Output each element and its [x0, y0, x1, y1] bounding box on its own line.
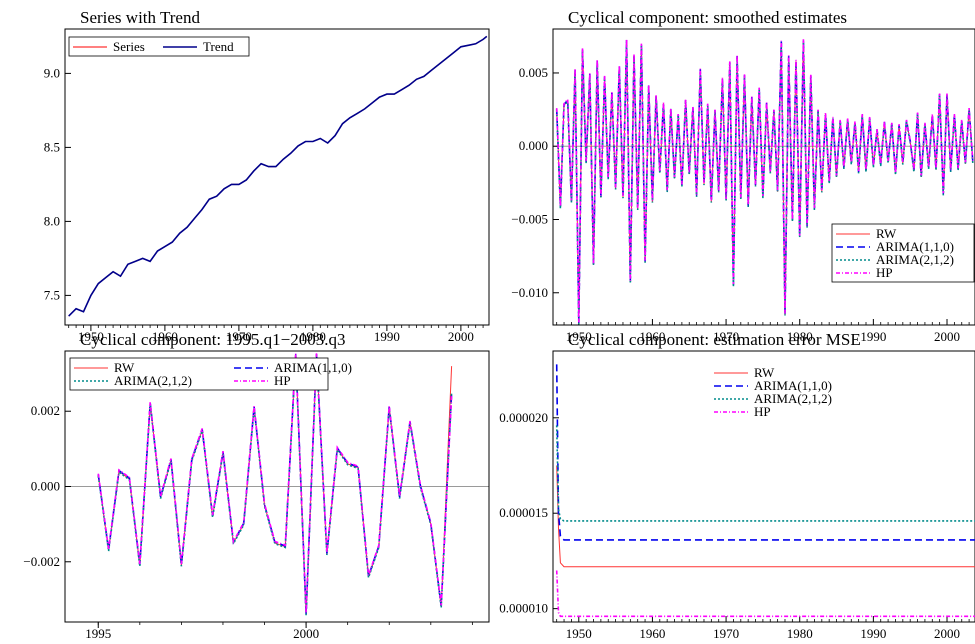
y-tick-label: −0.010 [511, 285, 548, 300]
x-tick-label: 1980 [300, 329, 326, 344]
series-group [97, 353, 453, 616]
plot-frame [552, 350, 975, 623]
series-line-trend [68, 35, 488, 317]
legend-label: HP [876, 265, 893, 280]
legend-label: ARIMA(1,1,0) [274, 360, 352, 375]
plot-area: 1950 1960 1970 1980 1990 2000 7.5 8.0 8.5 9.0 Seri… [44, 28, 490, 344]
panel-estimation-error-mse: Cyclical component: estimation error MSE… [499, 330, 975, 641]
y-tick-label: 0.000020 [499, 410, 548, 425]
x-tick-label: 1950 [566, 626, 592, 641]
x-tick-label: 1995 [85, 626, 111, 641]
series-line-series [68, 36, 488, 317]
x-tick-label: 1950 [78, 329, 104, 344]
legend-label: Trend [203, 39, 234, 54]
plot-frame [64, 28, 490, 326]
y-tick-label: 7.5 [44, 287, 60, 302]
legend-label: ARIMA(2,1,2) [114, 373, 192, 388]
x-tick-label: 1990 [860, 626, 886, 641]
legend-label: RW [114, 360, 135, 375]
x-tick-label: 1960 [152, 329, 178, 344]
panel-smoothed-estimates: Cyclical component: smoothed estimates 1… [511, 8, 975, 344]
x-tick-label: 2000 [934, 329, 960, 344]
panel-series-with-trend: Series with Trend 1950 1960 1970 1980 1990 20… [44, 8, 490, 344]
series-line-arima-1-1-0 [555, 364, 975, 541]
legend-label: ARIMA(1,1,0) [876, 239, 954, 254]
y-tick-label: 0.000 [519, 138, 548, 153]
legend-label: RW [876, 226, 897, 241]
series-line-rw [556, 465, 975, 568]
x-tick-label: 1960 [639, 626, 665, 641]
panel-cyclical-1995-2003: Cyclical component: 1995.q1−2003.q3 1995… [23, 330, 490, 641]
legend-box [69, 357, 329, 391]
legend-label: HP [274, 373, 291, 388]
x-tick-label: 1950 [566, 329, 592, 344]
panel-title: Cyclical component: estimation error MSE [568, 330, 861, 349]
legend: Series Trend [68, 36, 250, 57]
plot-area: 1950 1960 1970 1980 1990 2000 −0.010 −0.005 0.00… [511, 28, 975, 344]
x-tick-label: 1980 [787, 329, 813, 344]
x-tick-label: 1970 [713, 329, 739, 344]
x-tick-label: 1960 [639, 329, 665, 344]
series-group [555, 39, 974, 325]
x-tick-label: 1980 [787, 626, 813, 641]
legend-label: ARIMA(2,1,2) [876, 252, 954, 267]
plot-area: 1950 1960 1970 1980 1990 2000 0.000010 0.000015… [499, 350, 975, 641]
series-line-hp [555, 570, 975, 618]
y-tick-label: 8.0 [44, 213, 60, 228]
x-tick-label: 2000 [448, 329, 474, 344]
y-tick-label: 9.0 [44, 65, 60, 80]
x-tick-label: 1970 [713, 626, 739, 641]
legend-label: Series [113, 39, 145, 54]
x-tick-label: 2000 [934, 626, 960, 641]
y-tick-label: −0.005 [511, 211, 548, 226]
panel-title: Cyclical component: 1995.q1−2003.q3 [80, 330, 346, 349]
legend-label: HP [754, 404, 771, 419]
y-tick-label: 0.000015 [499, 505, 548, 520]
x-tick-label: 1990 [860, 329, 886, 344]
panel-title: Cyclical component: smoothed estimates [568, 8, 847, 27]
series-line-hp [555, 39, 974, 323]
series-group [68, 35, 488, 317]
series-line-hp [97, 353, 453, 614]
y-tick-label: 0.000 [31, 479, 60, 494]
y-tick-label: 8.5 [44, 139, 60, 154]
panel-title: Series with Trend [80, 8, 200, 27]
legend-label: ARIMA(1,1,0) [754, 378, 832, 393]
legend: RW ARIMA(1,1,0) ARIMA(2,1,2) HP [69, 357, 352, 391]
y-tick-label: −0.002 [23, 554, 60, 569]
x-tick-label: 1990 [374, 329, 400, 344]
legend-label: ARIMA(2,1,2) [754, 391, 832, 406]
plot-area: 1995 2000 −0.002 0.000 0.002 RW ARIMA(1,1,0) AR… [23, 350, 490, 641]
x-tick-label: 1970 [226, 329, 252, 344]
legend-label: RW [754, 365, 775, 380]
plot-frame [552, 28, 975, 326]
y-tick-label: 0.000010 [499, 601, 548, 616]
y-tick-label: 0.002 [31, 403, 60, 418]
y-tick-label: 0.005 [519, 65, 548, 80]
series-group [555, 364, 975, 618]
x-tick-label: 2000 [293, 626, 319, 641]
legend-box [68, 36, 250, 57]
series-line-arima-2-1-2 [555, 425, 975, 522]
